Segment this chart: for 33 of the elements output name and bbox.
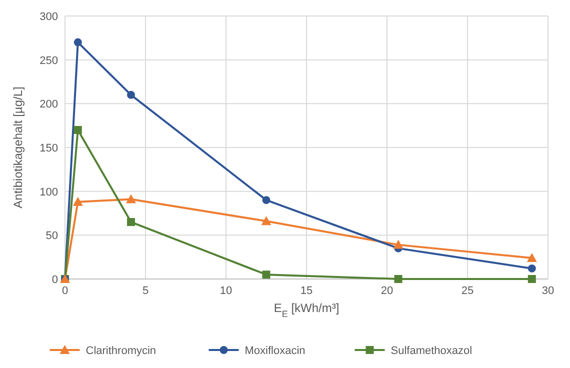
y-tick-label: 0 bbox=[52, 274, 58, 286]
x-tick-label: 10 bbox=[220, 285, 232, 297]
y-axis-title: Antibiotikagehalt [µg/L] bbox=[11, 86, 25, 208]
x-tick-label: 20 bbox=[380, 285, 394, 297]
legend-label: Moxifloxacin bbox=[244, 345, 306, 357]
point bbox=[127, 218, 136, 226]
point bbox=[526, 252, 537, 262]
y-tick-label: 50 bbox=[46, 230, 58, 242]
x-axis-title: E$_{E}$ [kWh/m³] bbox=[274, 301, 340, 319]
y-tick-label: 250 bbox=[40, 54, 58, 67]
x-tick-label: 5 bbox=[142, 285, 149, 297]
point bbox=[72, 196, 83, 206]
x-tick-label: 15 bbox=[300, 285, 313, 297]
point bbox=[528, 264, 536, 272]
point bbox=[528, 275, 536, 283]
y-tick-label: 300 bbox=[40, 11, 58, 23]
point bbox=[74, 38, 82, 46]
point bbox=[262, 270, 270, 279]
point bbox=[394, 275, 402, 283]
point bbox=[126, 194, 136, 204]
legend-label: Clarithromycin bbox=[86, 345, 156, 357]
point bbox=[393, 240, 404, 249]
x-tick-label: 30 bbox=[542, 285, 554, 297]
legend-label: Sulfamethoxazol bbox=[390, 345, 472, 357]
y-tick-label: 200 bbox=[40, 98, 58, 111]
x-tick-label: 25 bbox=[461, 285, 474, 297]
point bbox=[74, 126, 82, 134]
y-tick-label: 100 bbox=[40, 186, 58, 198]
point bbox=[262, 196, 270, 204]
point bbox=[261, 216, 272, 226]
point bbox=[127, 90, 136, 99]
y-tick-label: 150 bbox=[40, 142, 58, 154]
x-tick-label: 0 bbox=[62, 285, 68, 297]
